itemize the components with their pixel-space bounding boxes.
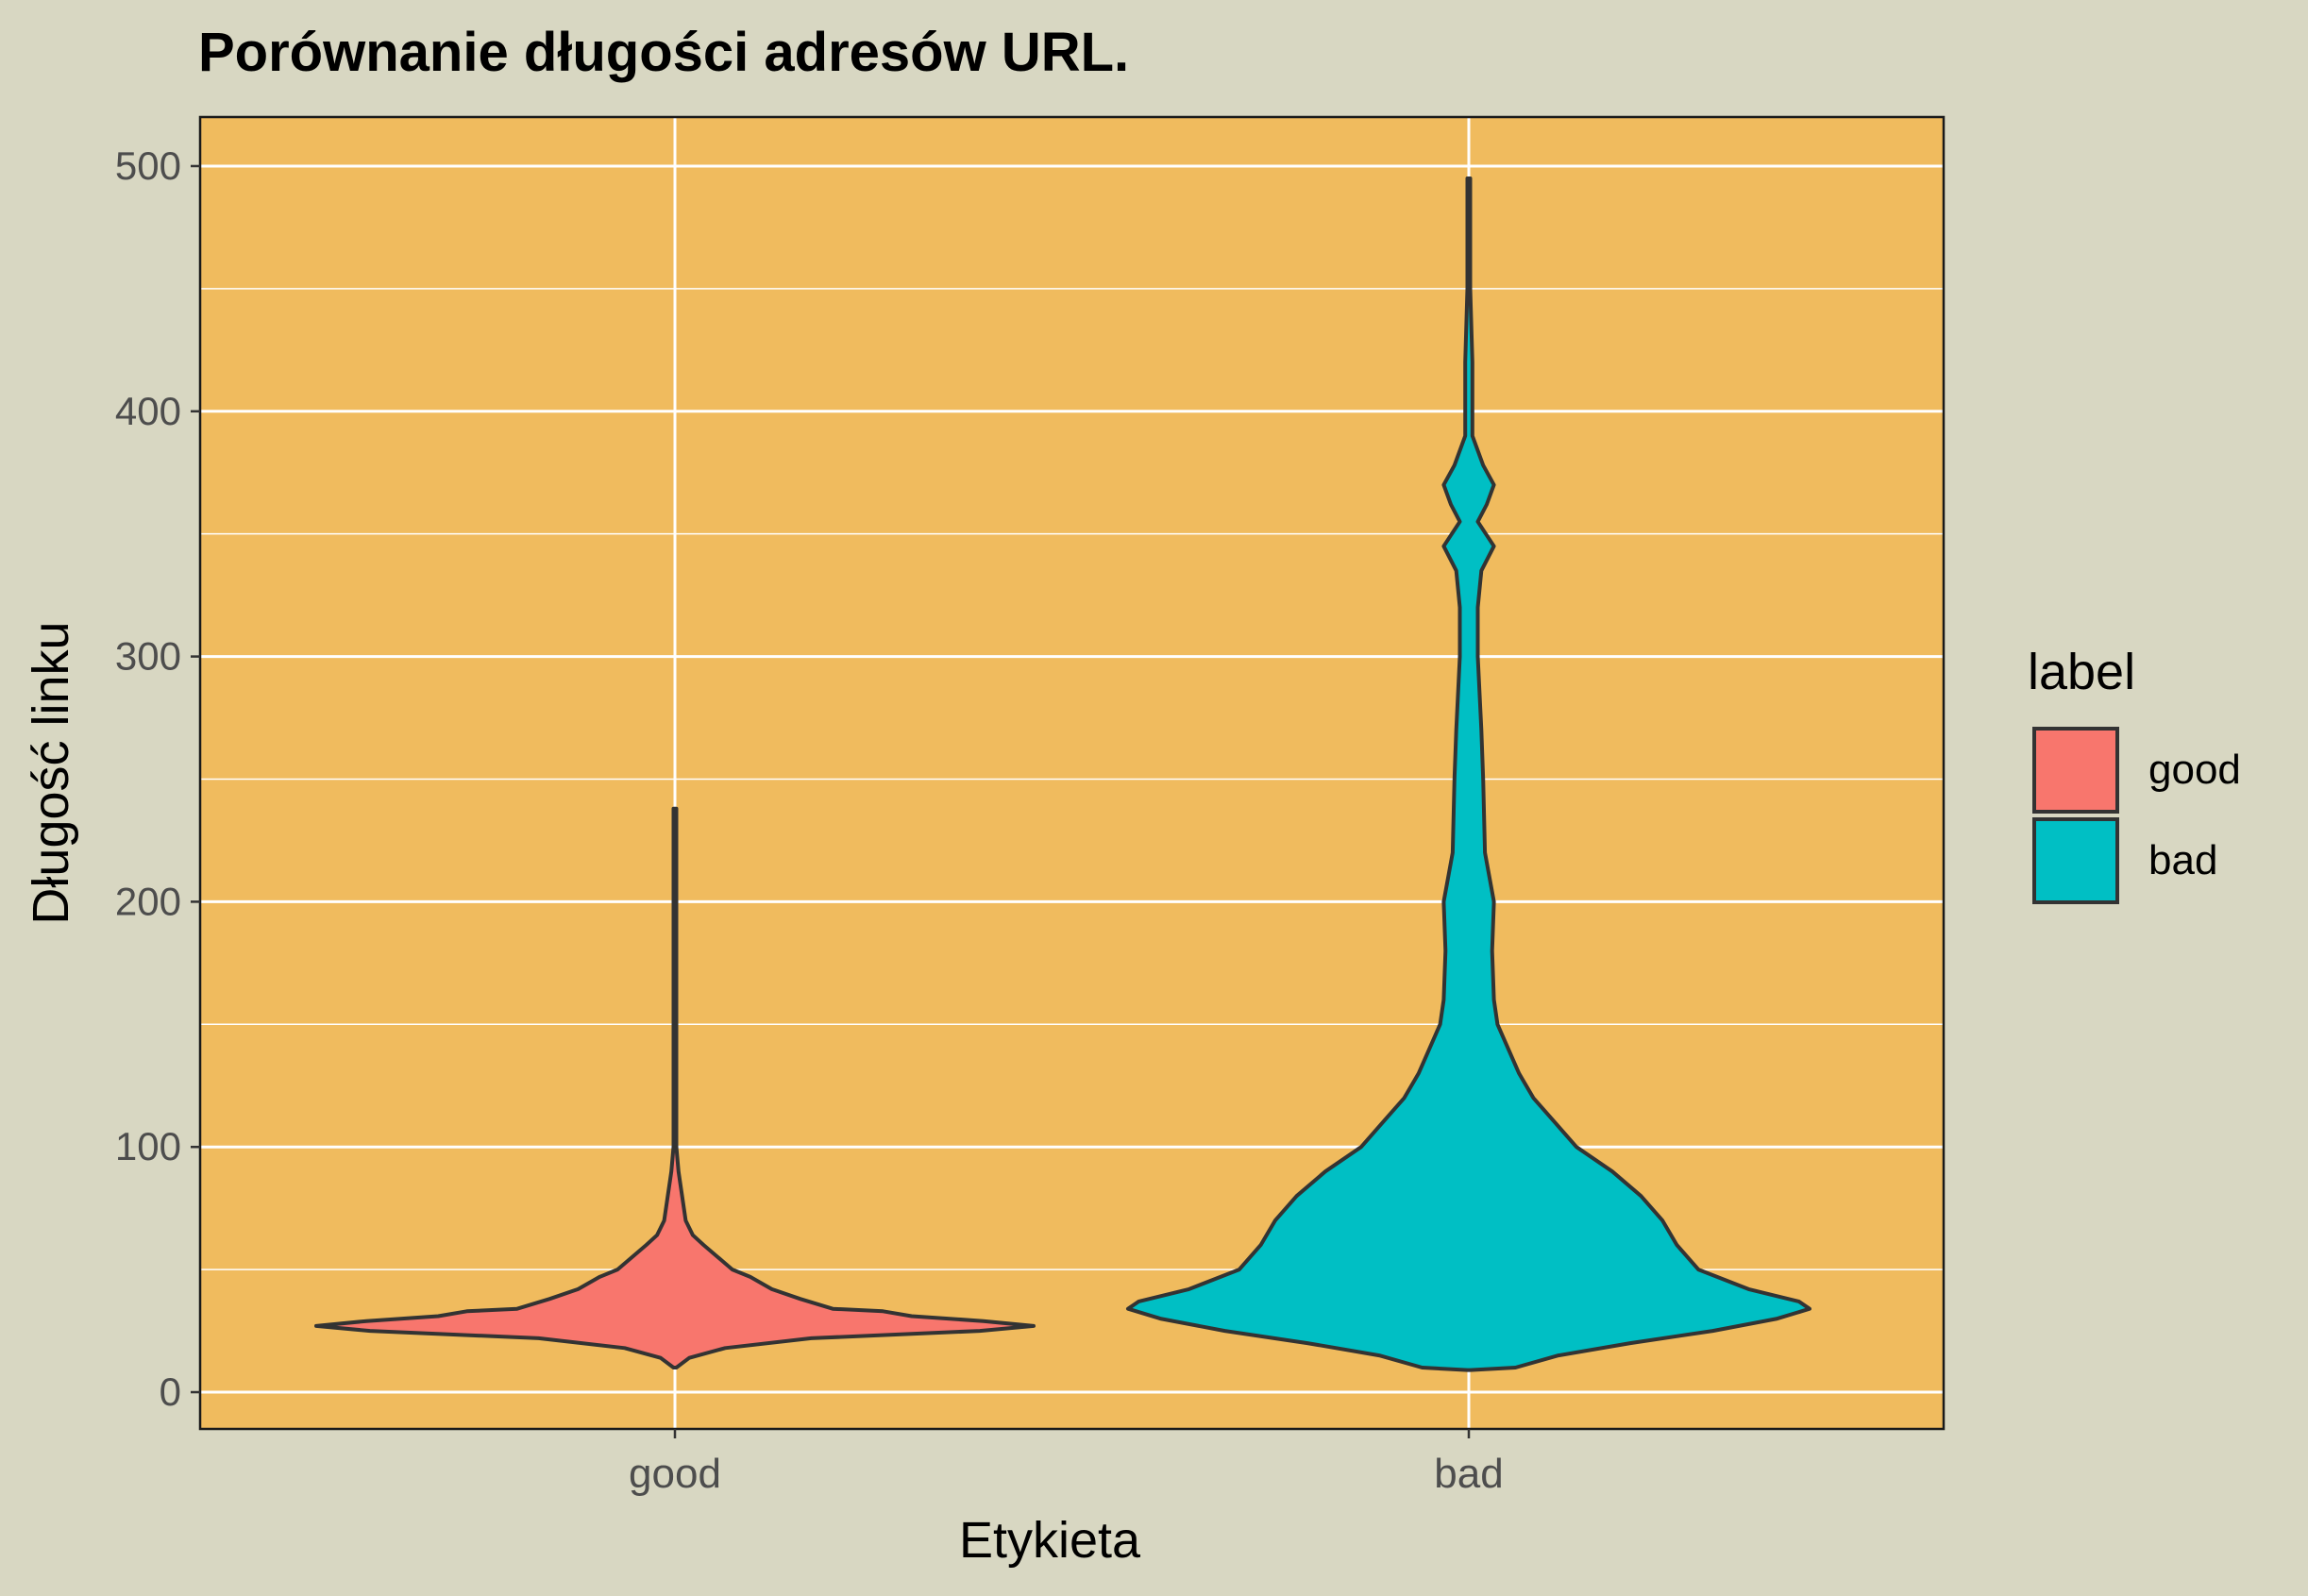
y-tick-label: 100 (115, 1124, 181, 1168)
legend: label good bad (2028, 644, 2241, 904)
legend-title: label (2028, 644, 2135, 700)
x-tick-label: bad (1434, 1451, 1503, 1497)
y-tick-label: 0 (160, 1369, 181, 1414)
y-tick-label: 500 (115, 143, 181, 188)
plot-panel (200, 117, 1944, 1429)
y-axis-title: Długość linku (23, 621, 79, 924)
violins (314, 176, 1811, 1372)
violin-bad (1126, 176, 1811, 1372)
legend-key-bad (2032, 817, 2119, 904)
chart-title: Porównanie długości adresów URL. (198, 22, 1129, 83)
legend-label-good: good (2148, 747, 2241, 793)
legend-label-bad: bad (2148, 837, 2217, 883)
violin-good (314, 806, 1036, 1369)
y-tick-label: 300 (115, 634, 181, 679)
y-tick-label: 200 (115, 879, 181, 923)
legend-key-good (2032, 727, 2119, 814)
y-axis: 0 100 200 300 400 500 (115, 143, 200, 1414)
major-gridlines (200, 117, 1944, 1429)
plot-panel-border (198, 115, 1946, 1431)
y-tick-label: 400 (115, 389, 181, 433)
x-axis: good bad (629, 1429, 1504, 1497)
x-axis-title: Etykieta (959, 1512, 1141, 1569)
x-tick-label: good (629, 1451, 721, 1497)
